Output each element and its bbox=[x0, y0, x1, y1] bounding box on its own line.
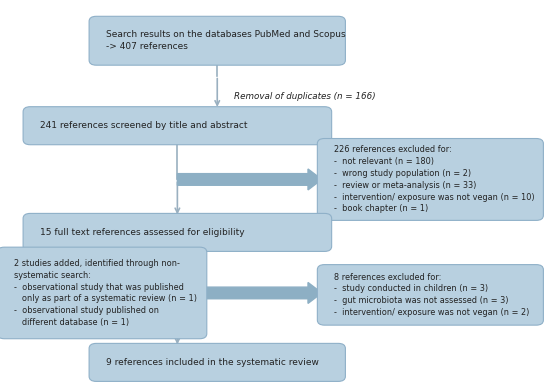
Text: Search results on the databases PubMed and Scopus
-> 407 references: Search results on the databases PubMed a… bbox=[106, 30, 346, 51]
Text: Removal of duplicates (n = 166): Removal of duplicates (n = 166) bbox=[234, 92, 375, 101]
FancyArrow shape bbox=[172, 282, 202, 303]
Text: 226 references excluded for:
-  not relevant (n = 180)
-  wrong study population: 226 references excluded for: - not relev… bbox=[334, 146, 535, 213]
FancyBboxPatch shape bbox=[23, 107, 332, 145]
Text: 241 references screened by title and abstract: 241 references screened by title and abs… bbox=[40, 121, 248, 130]
FancyArrow shape bbox=[183, 282, 322, 303]
Text: 9 references included in the systematic review: 9 references included in the systematic … bbox=[106, 358, 319, 367]
FancyBboxPatch shape bbox=[317, 139, 543, 220]
FancyBboxPatch shape bbox=[317, 265, 543, 325]
Text: 2 studies added, identified through non-
systematic search:
-  observational stu: 2 studies added, identified through non-… bbox=[14, 259, 197, 327]
Text: 15 full text references assessed for eligibility: 15 full text references assessed for eli… bbox=[40, 228, 245, 237]
FancyBboxPatch shape bbox=[89, 343, 345, 381]
FancyArrow shape bbox=[177, 169, 322, 190]
Text: 8 references excluded for:
-  study conducted in children (n = 3)
-  gut microbi: 8 references excluded for: - study condu… bbox=[334, 273, 530, 317]
FancyBboxPatch shape bbox=[23, 213, 332, 251]
FancyBboxPatch shape bbox=[0, 247, 207, 339]
FancyBboxPatch shape bbox=[89, 16, 345, 65]
